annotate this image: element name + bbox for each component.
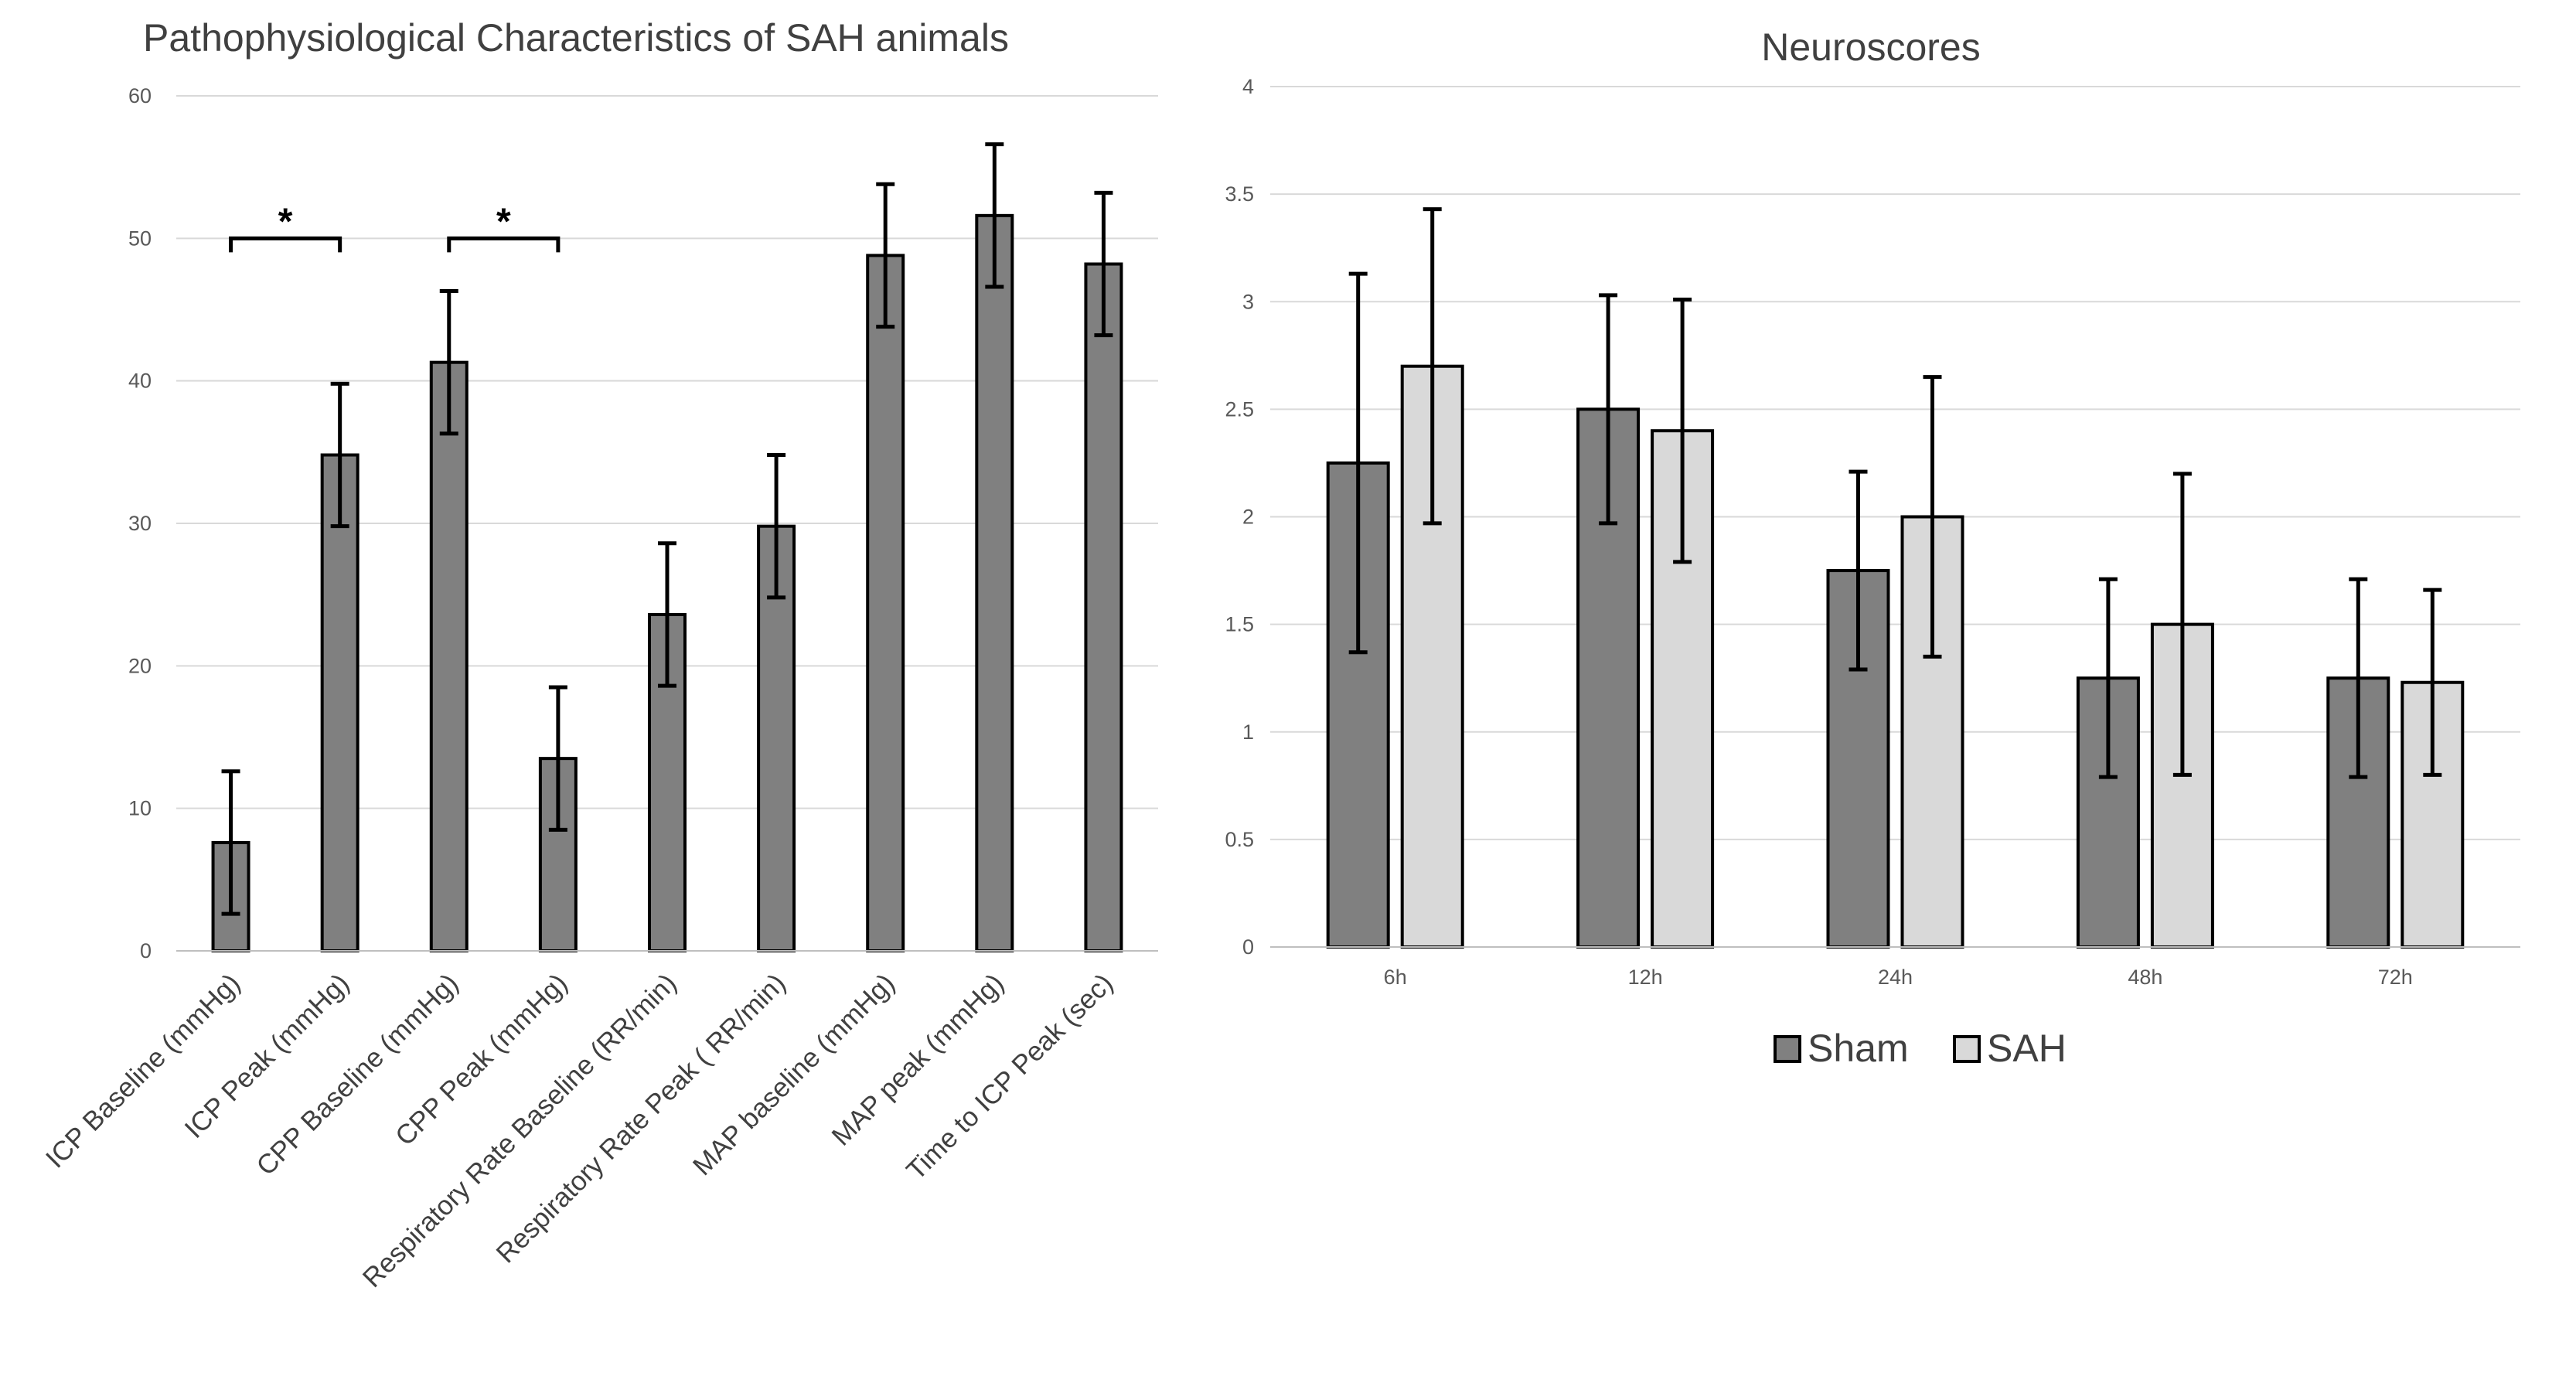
chart-right-bar-sah (1900, 515, 1964, 949)
chart-right-y-tick-label: 4 (1242, 75, 1254, 98)
chart-left-y-tick-label: 10 (128, 797, 152, 820)
chart-right-y-tick-label: 0.5 (1225, 828, 1254, 851)
chart-right-legend: Sham SAH (1774, 1027, 2067, 1070)
chart-right-legend-swatch-sah (1953, 1035, 1981, 1063)
chart-left-bar (429, 360, 469, 953)
chart-right-legend-label-sham: Sham (1808, 1027, 1909, 1070)
chart-right-bars (1326, 364, 2465, 949)
chart-left-y-tick-label: 30 (128, 512, 152, 535)
chart-left-y-tick-labels: 0 10 20 30 40 50 60 (128, 84, 152, 962)
chart-left-y-tick-label: 0 (140, 939, 152, 962)
chart-right-y-tick-label: 1.5 (1225, 613, 1254, 636)
chart-right-bar-sham (1326, 461, 1390, 949)
chart-right-x-tick-label: 48h (2128, 966, 2162, 989)
chart-left-significance-star: * (278, 201, 293, 242)
chart-right-x-tick-label: 72h (2378, 966, 2413, 989)
chart-left-y-tick-label: 50 (128, 227, 152, 250)
chart-left-error-bars (221, 142, 1113, 916)
chart-right-x-tick-label: 12h (1628, 966, 1663, 989)
chart-left-y-tick-label: 60 (128, 84, 152, 107)
chart-right-legend-swatch-sham (1774, 1035, 1801, 1063)
chart-left-y-tick-label: 20 (128, 654, 152, 677)
chart-right-x-tick-label: 24h (1878, 966, 1913, 989)
chart-right-x-tick-label: 6h (1384, 966, 1407, 989)
chart-right-y-tick-labels: 0 0.5 1 1.5 2 2.5 3 3.5 4 (1225, 75, 1254, 959)
chart-right-x-tick-labels: 6h 12h 24h 48h 72h (1384, 966, 2413, 989)
chart-right-y-tick-label: 3 (1242, 290, 1254, 313)
chart-right: Neuroscores 0 0.5 1 1.5 2 2.5 3 3.5 4 6h 12h 24h 48… (1225, 26, 2520, 1070)
chart-left-bar (866, 254, 905, 953)
chart-right-y-tick-label: 2.5 (1225, 397, 1254, 421)
chart-left-y-tick-label: 40 (128, 370, 152, 393)
chart-right-y-tick-label: 3.5 (1225, 182, 1254, 206)
chart-left-bar (1084, 262, 1123, 953)
chart-left-significance-bracket (229, 236, 342, 253)
chart-left-significance-brackets: * * (229, 201, 561, 253)
chart-left-bars (211, 213, 1123, 953)
chart-right-y-tick-label: 1 (1242, 720, 1254, 744)
chart-right-legend-label-sah: SAH (1987, 1027, 2067, 1070)
chart-right-gridlines (1270, 86, 2520, 840)
chart-left-significance-bracket (447, 236, 561, 253)
chart-right-error-bars (1348, 207, 2442, 779)
chart-right-y-tick-label: 0 (1242, 935, 1254, 959)
chart-left-bar (648, 612, 687, 952)
chart-left-bar (975, 213, 1014, 952)
chart-right-y-tick-label: 2 (1242, 506, 1254, 529)
chart-left-significance-star: * (496, 201, 511, 242)
chart-right-title: Neuroscores (1761, 26, 1980, 69)
chart-left-bar (320, 453, 359, 952)
chart-left-title: Pathophysiological Characteristics of SA… (143, 16, 1009, 60)
